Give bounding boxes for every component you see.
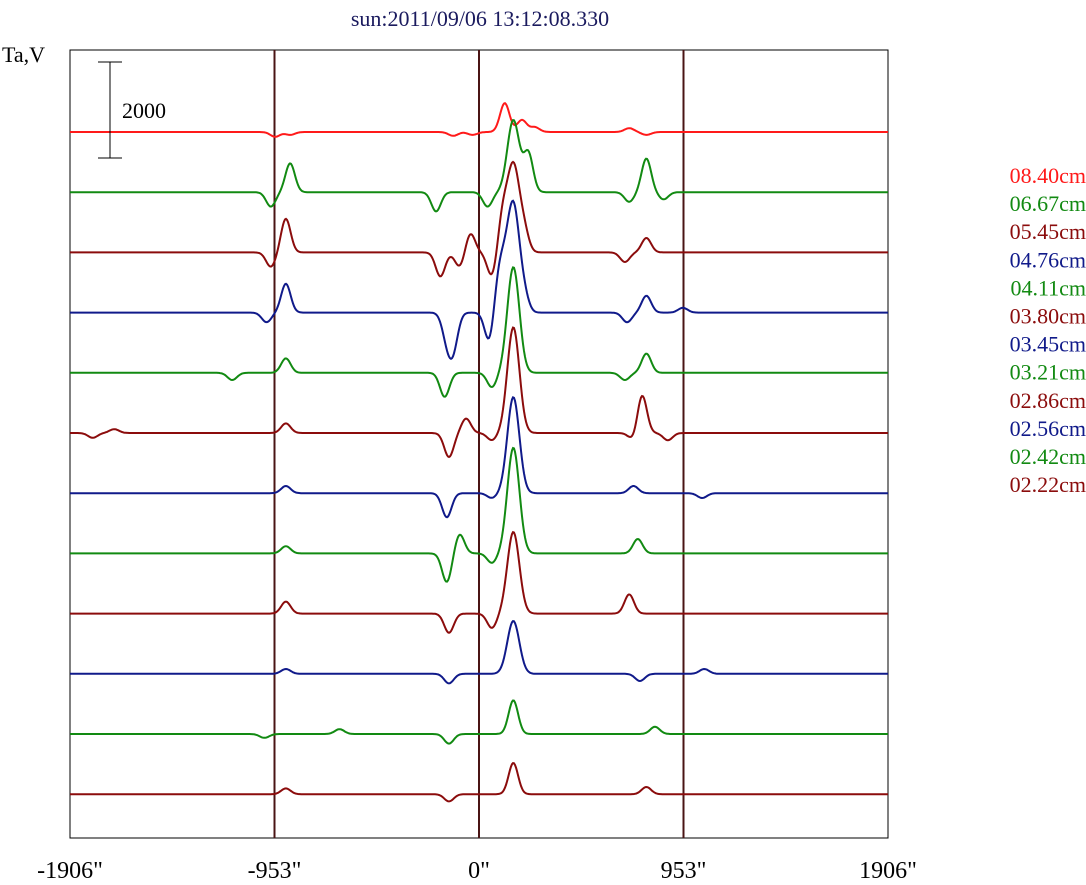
series-trace-02.56cm <box>70 620 888 685</box>
legend-entry-08.40cm: 08.40cm <box>1010 163 1086 188</box>
chart-title: sun:2011/09/06 13:12:08.330 <box>351 6 609 31</box>
scale-bar-label: 2000 <box>122 98 166 123</box>
legend-entry-03.45cm: 03.45cm <box>1010 332 1086 357</box>
y-axis-label: Ta,V <box>2 42 45 67</box>
series-trace-02.22cm <box>70 762 888 803</box>
series-layer <box>70 102 888 803</box>
series-trace-03.45cm <box>70 395 888 519</box>
legend-entry-03.21cm: 03.21cm <box>1010 360 1086 385</box>
series-trace-04.76cm <box>70 199 888 360</box>
x-axis-ticks: -1906" -953" 0" 953" 1906" <box>37 858 917 884</box>
x-tick-label-0: -1906" <box>37 858 103 884</box>
legend-entry-04.11cm: 04.11cm <box>1010 275 1086 300</box>
reference-lines <box>273 50 685 838</box>
x-tick-label-3: 953" <box>661 858 707 884</box>
legend-entry-03.80cm: 03.80cm <box>1010 304 1086 329</box>
legend-entry-02.86cm: 02.86cm <box>1010 388 1086 413</box>
x-tick-label-4: 1906" <box>859 858 917 884</box>
legend-entry-02.42cm: 02.42cm <box>1010 444 1086 469</box>
legend-entry-02.22cm: 02.22cm <box>1010 472 1086 497</box>
legend-entry-06.67cm: 06.67cm <box>1010 191 1086 216</box>
legend-entry-04.76cm: 04.76cm <box>1010 247 1086 272</box>
legend-entry-05.45cm: 05.45cm <box>1010 219 1086 244</box>
scale-bar: 2000 <box>98 61 166 159</box>
x-tick-label-2: 0" <box>468 858 490 884</box>
legend-entry-02.56cm: 02.56cm <box>1010 416 1086 441</box>
series-trace-05.45cm <box>70 160 888 278</box>
series-trace-06.67cm <box>70 118 888 213</box>
series-trace-03.21cm <box>70 446 888 583</box>
series-trace-04.11cm <box>70 266 888 398</box>
series-trace-02.42cm <box>70 699 888 745</box>
series-trace-02.86cm <box>70 530 888 634</box>
series-trace-08.40cm <box>70 102 888 138</box>
legend: 08.40cm 06.67cm 05.45cm 04.76cm 04.11cm 03.80… <box>1010 163 1086 497</box>
x-tick-label-1: -953" <box>248 858 302 884</box>
series-trace-03.80cm <box>70 326 888 459</box>
